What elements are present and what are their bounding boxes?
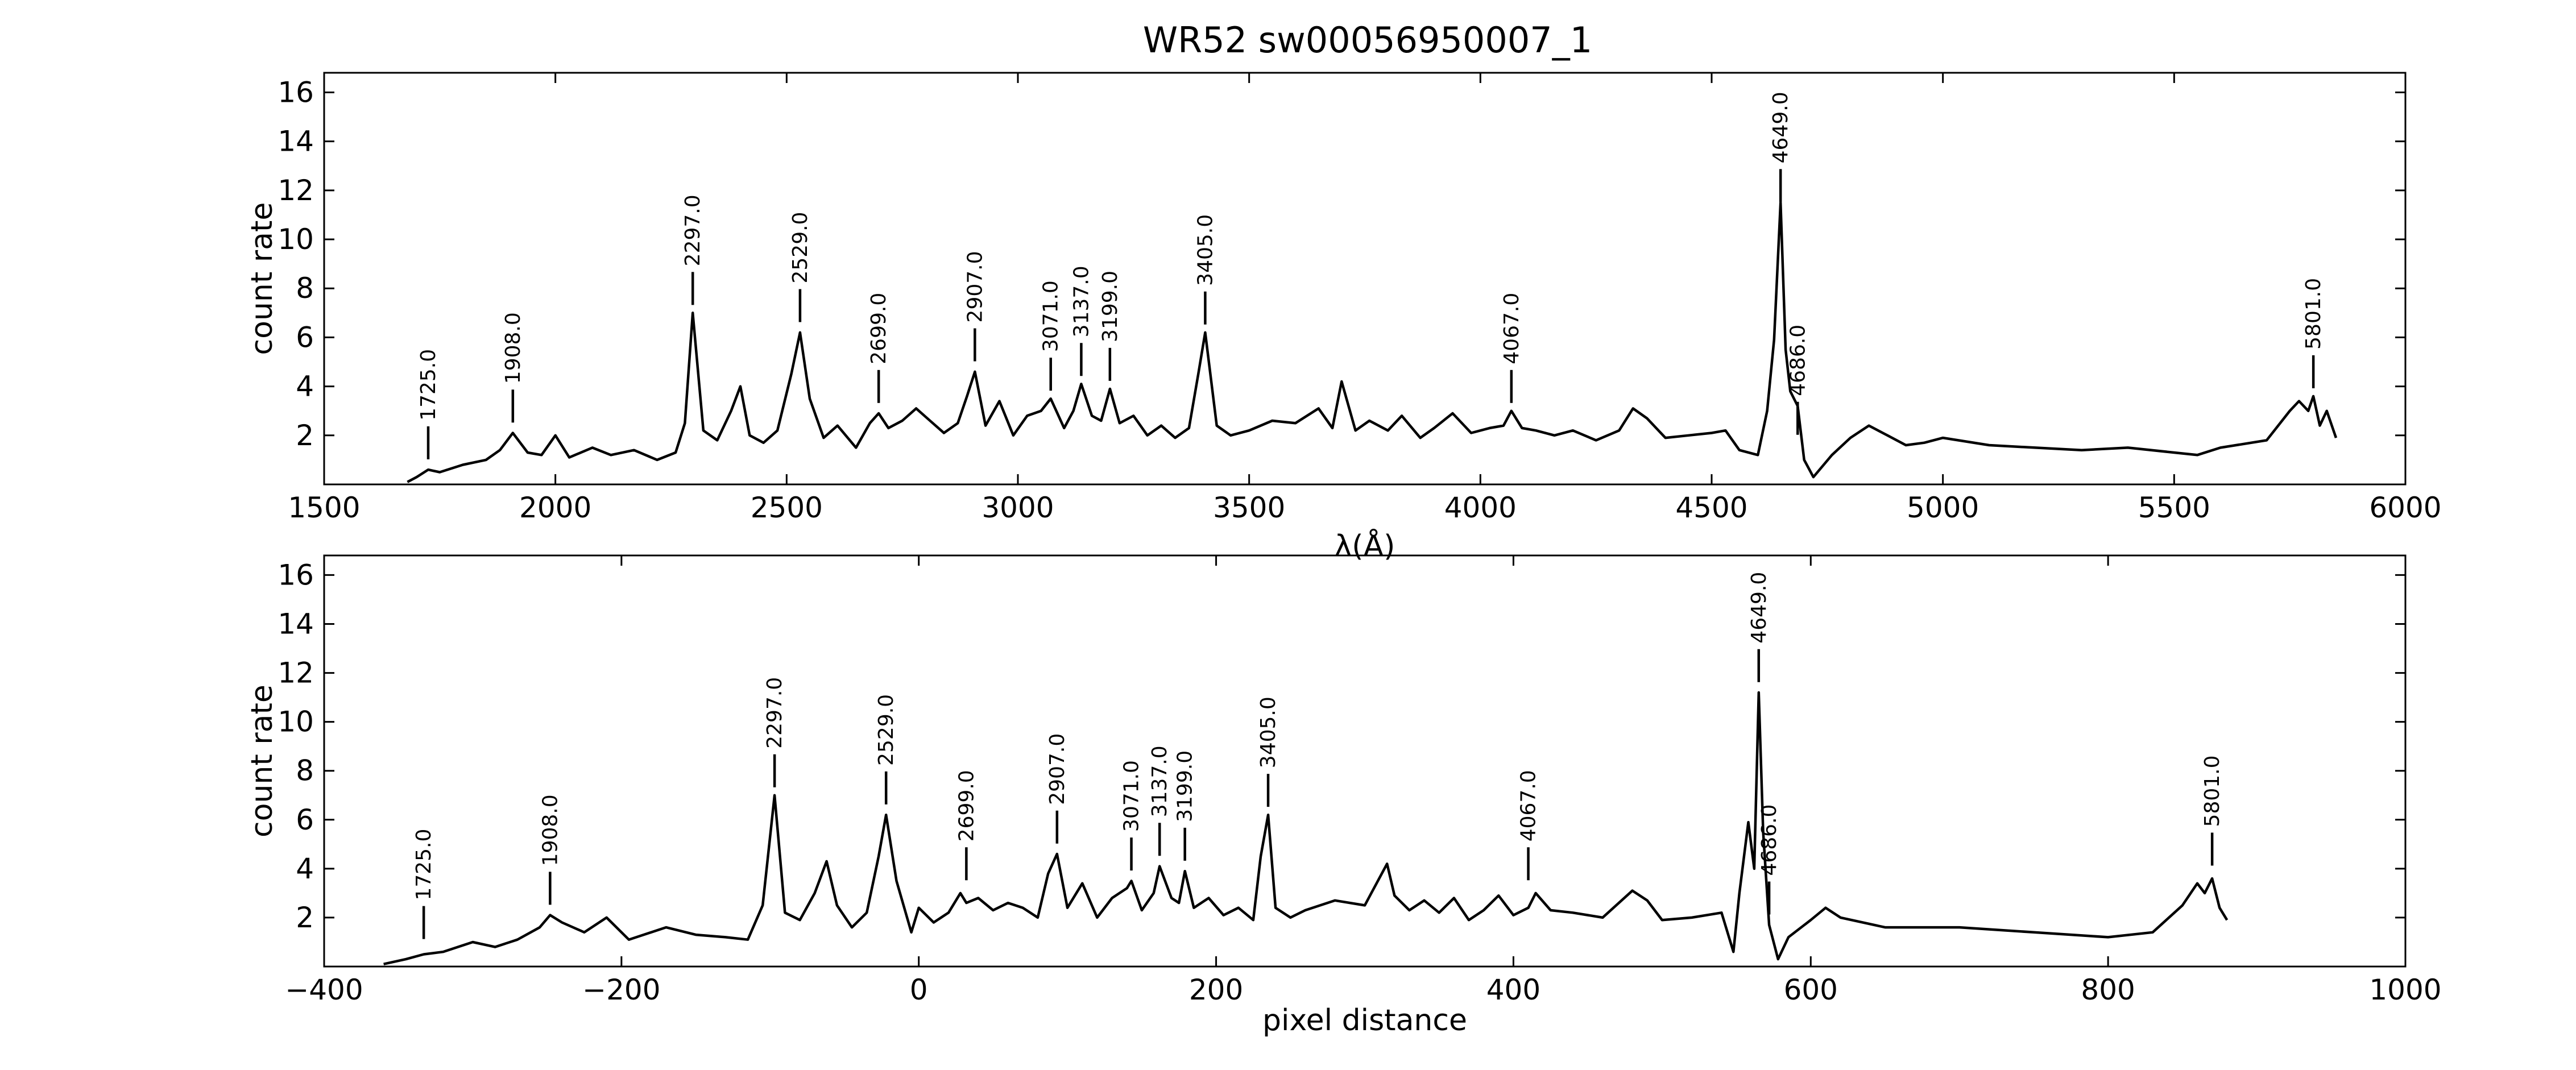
x-tick-label: −200: [582, 973, 660, 1006]
line-label: 4067.0: [1517, 770, 1540, 841]
line-label: 2699.0: [867, 293, 891, 364]
x-axis-label: λ(Å): [1335, 528, 1395, 563]
line-label: 3071.0: [1120, 760, 1144, 832]
pixel-distance-panel: −400 −200 0 200 400 600 800 1000 2 4 6 8 10 12 14 16 pix…: [245, 554, 2442, 1038]
x-tick-label: 1000: [2369, 973, 2441, 1006]
y-tick-label: 8: [296, 272, 314, 305]
line-label: 2699.0: [955, 770, 978, 841]
line-label: 1908.0: [539, 794, 562, 866]
line-label: 4649.0: [1747, 572, 1771, 644]
y-tick-label: 12: [278, 657, 314, 690]
y-axis-label: count rate: [245, 202, 279, 355]
y-tick-label: 4: [296, 370, 314, 403]
x-tick-label: 3500: [1213, 491, 1285, 524]
x-tick-label: −400: [285, 973, 363, 1006]
wavelength-panel: 1500 2000 2500 3000 3500 4000 4500 5000 5500 6000…: [245, 72, 2442, 563]
y-tick-label: 2: [296, 419, 314, 452]
x-tick-label: 600: [1784, 973, 1838, 1006]
y-tick-label: 8: [296, 754, 314, 787]
plot-frame: [323, 72, 2407, 486]
line-label: 3137.0: [1070, 266, 1093, 337]
x-tick-label: 800: [2081, 973, 2135, 1006]
x-tick-label: 4500: [1675, 491, 1747, 524]
x-tick-label: 2500: [751, 491, 823, 524]
y-tick-label: 4: [296, 852, 314, 885]
x-tick-label: 2000: [519, 491, 591, 524]
line-label: 3199.0: [1174, 750, 1197, 822]
line-label: 2297.0: [681, 194, 705, 266]
x-tick-label: 4000: [1444, 491, 1517, 524]
line-label: 3405.0: [1194, 214, 1217, 286]
spectrum-line: [407, 201, 2338, 483]
line-label: 5801.0: [2302, 278, 2325, 350]
line-label: 4686.0: [1786, 325, 1809, 396]
x-tick-label: 0: [910, 973, 928, 1006]
x-tick-label: 5000: [1907, 491, 1979, 524]
y-tick-label: 16: [278, 76, 314, 109]
line-label: 1725.0: [412, 829, 436, 901]
line-label: 3405.0: [1257, 696, 1280, 768]
y-tick-label: 16: [278, 558, 314, 591]
y-tick-label: 14: [278, 608, 314, 641]
line-label: 2907.0: [963, 251, 987, 322]
plot-frame: [323, 554, 2407, 968]
x-tick-label: 1500: [288, 491, 360, 524]
line-label: 3071.0: [1039, 280, 1063, 352]
y-tick-label: 6: [296, 321, 314, 354]
x-tick-label: 3000: [981, 491, 1054, 524]
x-tick-label: 200: [1189, 973, 1243, 1006]
line-label: 2529.0: [875, 694, 898, 766]
x-tick-label: 6000: [2369, 491, 2441, 524]
y-tick-label: 12: [278, 174, 314, 207]
line-label: 2907.0: [1046, 733, 1069, 805]
line-label: 2297.0: [763, 677, 786, 749]
y-tick-label: 6: [296, 803, 314, 836]
y-tick-label: 14: [278, 125, 314, 158]
x-axis-label: pixel distance: [1262, 1003, 1467, 1038]
line-label: 4649.0: [1769, 92, 1792, 163]
x-tick-label: 400: [1486, 973, 1540, 1006]
x-tick-label: 5500: [2138, 491, 2210, 524]
line-label: 2529.0: [789, 212, 812, 284]
line-label: 4686.0: [1758, 804, 1781, 876]
spectrum-line: [383, 691, 2229, 965]
figure-title: WR52 sw00056950007_1: [1143, 19, 1592, 61]
line-label: 1725.0: [417, 349, 440, 421]
line-label: 5801.0: [2201, 755, 2224, 827]
y-axis-label: count rate: [245, 685, 279, 837]
y-tick-label: 10: [278, 223, 314, 256]
line-label: 3199.0: [1099, 271, 1122, 342]
line-label: 3137.0: [1148, 745, 1171, 817]
line-label: 4067.0: [1500, 293, 1523, 364]
y-tick-label: 10: [278, 706, 314, 739]
line-label: 1908.0: [502, 312, 525, 384]
y-tick-label: 2: [296, 901, 314, 934]
